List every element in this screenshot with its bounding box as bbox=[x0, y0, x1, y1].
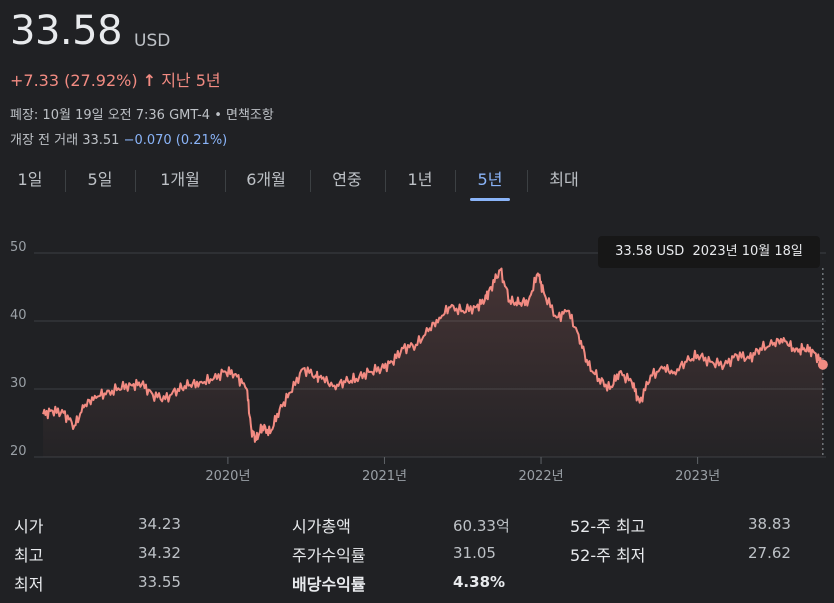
stat-open-value: 34.23 bbox=[138, 515, 181, 533]
tab-1y[interactable]: 1년 bbox=[407, 170, 433, 189]
x-tick-label: 2023년 bbox=[675, 469, 720, 484]
price-line bbox=[42, 267, 824, 443]
x-tick-label: 2021년 bbox=[362, 469, 407, 484]
tab-1d[interactable]: 1일 bbox=[17, 170, 43, 189]
tooltip-price: 33.58 USD bbox=[615, 244, 685, 259]
tab-divider bbox=[65, 170, 66, 192]
x-tick-label: 2020년 bbox=[205, 469, 250, 484]
tab-5d[interactable]: 5일 bbox=[87, 170, 113, 189]
stat-52w-high-label: 52-주 최고 bbox=[570, 517, 646, 536]
stat-pe-label: 주가수익률 bbox=[292, 546, 366, 565]
close-info: 폐장: 10월 19일 오전 7:36 GMT-4 • 면책조항 bbox=[10, 108, 274, 123]
price-change: +7.33 (27.92%) ↑ 지난 5년 bbox=[10, 67, 221, 91]
tab-divider bbox=[527, 170, 528, 192]
tab-divider bbox=[455, 170, 456, 192]
currency-label: USD bbox=[134, 31, 171, 51]
change-value: +7.33 (27.92%) bbox=[10, 71, 138, 90]
stat-mktcap-value: 60.33억 bbox=[453, 517, 510, 535]
y-tick-label: 30 bbox=[10, 376, 27, 391]
stat-dividend-value: 4.38% bbox=[453, 573, 506, 591]
stat-low-label: 최저 bbox=[14, 575, 44, 594]
stat-52w-low-label: 52-주 최저 bbox=[570, 546, 646, 565]
y-tick-label: 50 bbox=[10, 240, 27, 255]
range-tabs: 1일 5일 1개월 6개월 연중 1년 5년 최대 bbox=[0, 165, 834, 201]
hover-tooltip: 33.58 USD 2023년 10월 18일 bbox=[598, 236, 820, 268]
stat-open-label: 시가 bbox=[14, 517, 44, 536]
active-tab-indicator bbox=[470, 198, 510, 201]
price-chart[interactable]: 50 40 30 20 2020년 2021년 2022년 2023년 bbox=[0, 0, 834, 500]
tab-divider bbox=[310, 170, 311, 192]
tooltip-date: 2023년 10월 18일 bbox=[692, 244, 803, 259]
tab-6m[interactable]: 6개월 bbox=[246, 170, 286, 189]
tab-5y-label: 5년 bbox=[477, 170, 503, 189]
premarket-info: 개장 전 거래 33.51 −0.070 (0.21%) bbox=[10, 129, 227, 148]
premarket-change: −0.070 (0.21%) bbox=[123, 133, 228, 148]
tab-1m[interactable]: 1개월 bbox=[160, 170, 200, 189]
price-area bbox=[43, 268, 823, 457]
tab-divider bbox=[385, 170, 386, 192]
stat-52w-low-value: 27.62 bbox=[748, 544, 791, 562]
stat-high-label: 최고 bbox=[14, 546, 44, 565]
stat-mktcap-label: 시가총액 bbox=[292, 517, 351, 536]
y-tick-label: 20 bbox=[10, 444, 27, 459]
tab-divider bbox=[225, 170, 226, 192]
y-tick-label: 40 bbox=[10, 308, 27, 323]
change-period: 지난 5년 bbox=[161, 71, 221, 90]
tab-5y[interactable]: 5년 bbox=[470, 165, 510, 201]
last-price-dot bbox=[817, 359, 828, 370]
x-tick-label: 2022년 bbox=[519, 469, 564, 484]
stat-low-value: 33.55 bbox=[138, 573, 181, 591]
current-price: 33.58 bbox=[10, 8, 123, 54]
stat-52w-high-value: 38.83 bbox=[748, 515, 791, 533]
premarket-label: 개장 전 거래 33.51 bbox=[10, 133, 120, 148]
stat-dividend-label: 배당수익률 bbox=[292, 575, 366, 594]
tab-divider bbox=[135, 170, 136, 192]
stat-high-value: 34.32 bbox=[138, 544, 181, 562]
tab-max[interactable]: 최대 bbox=[549, 170, 579, 189]
stat-pe-value: 31.05 bbox=[453, 544, 496, 562]
arrow-up-icon: ↑ bbox=[142, 71, 157, 90]
tab-ytd[interactable]: 연중 bbox=[332, 170, 362, 189]
